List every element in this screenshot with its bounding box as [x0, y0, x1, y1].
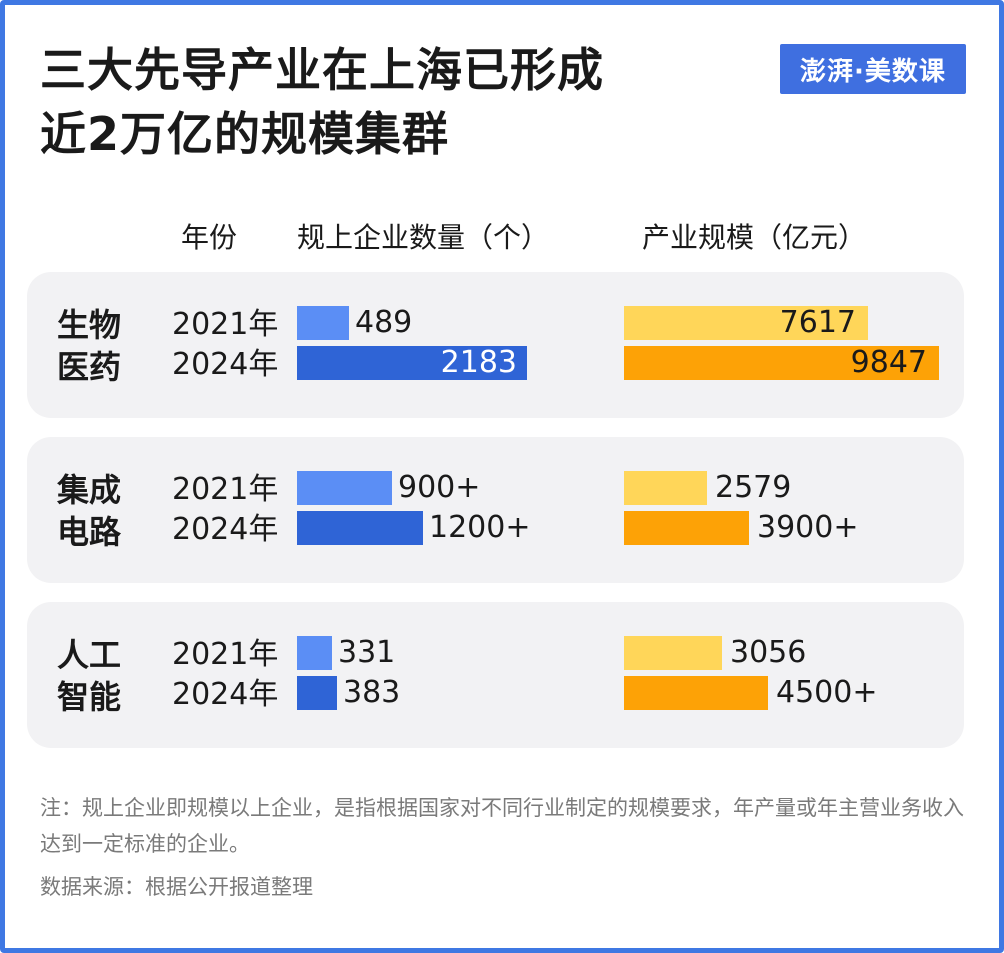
scale-value-label: 2579	[715, 470, 792, 505]
year-label: 2024年	[172, 347, 279, 382]
count-bar	[297, 511, 423, 545]
brand-logo: 澎湃·美数课	[780, 44, 966, 94]
count-value-label: 1200+	[429, 510, 531, 545]
scale-bar	[624, 346, 939, 380]
header-year: 年份	[181, 221, 238, 254]
year-label: 2024年	[172, 512, 279, 547]
footnote: 注：规上企业即规模以上企业，是指根据国家对不同行业制定的规模要求，年产量或年主营…	[40, 796, 964, 856]
year-label: 2021年	[172, 637, 279, 672]
count-bar	[297, 346, 527, 380]
count-value-label: 900+	[398, 470, 481, 505]
group-panel	[27, 272, 964, 418]
scale-bar	[624, 306, 868, 340]
title-line-2: 近2万亿的规模集群	[40, 107, 450, 161]
category-label: 生物	[57, 306, 122, 344]
scale-bar	[624, 676, 768, 710]
scale-bar	[624, 511, 749, 545]
scale-value-label: 3900+	[757, 510, 859, 545]
scale-bar	[624, 636, 722, 670]
group-panel	[27, 602, 964, 748]
count-bar	[297, 306, 349, 340]
data-source: 数据来源：根据公开报道整理	[40, 875, 313, 899]
chart-title: 三大先导产业在上海已形成 近2万亿的规模集群	[40, 38, 760, 166]
scale-value-label: 3056	[730, 635, 807, 670]
scale-value-label: 7617	[779, 305, 856, 340]
count-bar	[297, 676, 337, 710]
header-industry-scale: 产业规模（亿元）	[642, 221, 867, 254]
count-value-label: 2183	[440, 345, 517, 380]
category-label: 医药	[57, 348, 122, 386]
header-enterprise-count: 规上企业数量（个）	[297, 221, 550, 254]
category-label: 人工	[57, 636, 122, 674]
title-line-1: 三大先导产业在上海已形成	[40, 43, 604, 97]
count-value-label: 383	[343, 675, 401, 710]
year-label: 2024年	[172, 677, 279, 712]
scale-value-label: 4500+	[776, 675, 878, 710]
scale-value-label: 9847	[850, 345, 927, 380]
scale-bar	[624, 471, 707, 505]
category-label: 智能	[57, 678, 122, 716]
group-panel	[27, 437, 964, 583]
count-value-label: 331	[338, 635, 396, 670]
year-label: 2021年	[172, 307, 279, 342]
category-label: 电路	[57, 513, 122, 551]
year-label: 2021年	[172, 472, 279, 507]
brand-logo-text: 澎湃·美数课	[800, 56, 946, 87]
category-label: 集成	[57, 471, 122, 509]
count-bar	[297, 636, 332, 670]
count-value-label: 489	[355, 305, 413, 340]
count-bar	[297, 471, 392, 505]
